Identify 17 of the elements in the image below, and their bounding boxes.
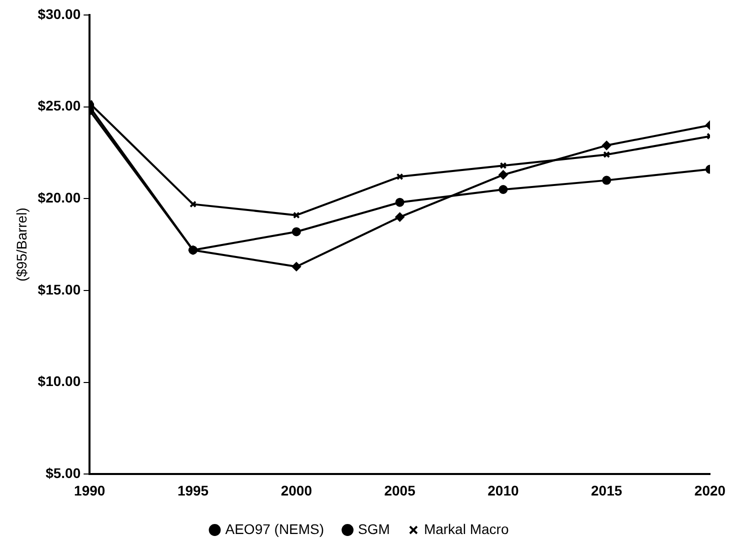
x-tick-label: 2005 [384, 482, 416, 498]
y-tick-label: $15.00 [38, 281, 81, 298]
y-tick-label: $25.00 [38, 98, 81, 114]
legend-label: SGM [358, 520, 390, 537]
y-tick-label: $5.00 [46, 465, 81, 482]
y-tick-label: $10.00 [38, 373, 81, 390]
x-tick-label: 2020 [694, 482, 726, 498]
legend-label: Markal Macro [424, 520, 509, 537]
x-tick-label: 2000 [280, 482, 312, 498]
x-tick-label: 1990 [74, 482, 106, 498]
y-tick-label: $30.00 [38, 6, 81, 22]
x-tick-label: 2015 [591, 482, 622, 498]
x-tick-label: 1995 [177, 482, 209, 498]
legend-label: AEO97 (NEMS) [225, 520, 324, 537]
y-axis-title: ($95/Barrel) [13, 208, 30, 282]
y-tick-label: $20.00 [38, 190, 81, 206]
x-tick-label: 2010 [488, 482, 519, 498]
